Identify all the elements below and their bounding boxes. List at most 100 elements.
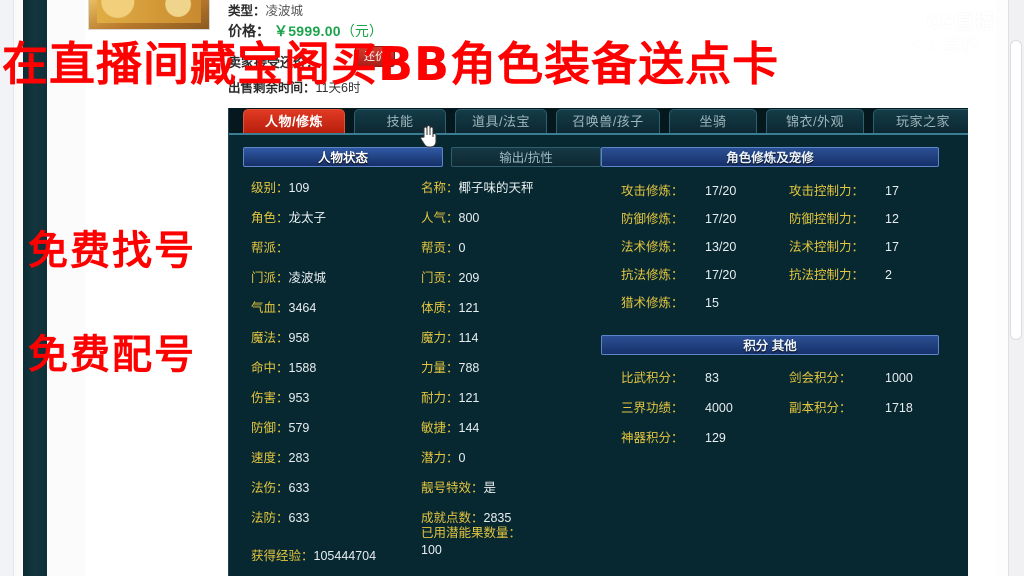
left-stat-7-value: 953: [288, 391, 310, 405]
mid-stat-6: 力量：788: [421, 357, 479, 376]
cultivation-col1-1-label: 防御修炼：: [621, 212, 684, 226]
left-stat-4: 气血：3464: [251, 297, 316, 316]
listing-time-label: 出售剩余时间：: [228, 81, 316, 95]
mid-stat-2-value: 0: [458, 241, 466, 255]
cc-watermark-text: CC直播: [913, 35, 981, 56]
game-tab-6[interactable]: 玩家之家: [873, 109, 968, 133]
listing-price-value: ￥5999.00: [273, 23, 341, 39]
cultivation-col1-2: 法术修炼： 13/20: [621, 236, 736, 255]
cultivation-col1-3-label: 抗法修炼：: [621, 268, 684, 282]
left-stat-1-label: 角色：: [251, 211, 289, 225]
mid-stat-3-label: 门贡：: [421, 271, 459, 285]
left-stat-6-label: 命中：: [251, 361, 289, 375]
left-stat-2: 帮派：: [251, 237, 289, 256]
mid-stat-2: 帮贡：0: [421, 237, 465, 256]
mid-stat-9: 潜力：0: [421, 447, 465, 466]
left-stat-0: 级别：109: [251, 177, 309, 196]
left-stat-10-label: 法伤：: [251, 481, 289, 495]
mid-stat-1-label: 人气：: [421, 211, 459, 225]
cc-watermark-secondary: CC直播: [886, 30, 980, 57]
cultivation-col1-0: 攻击修炼： 17/20: [621, 180, 736, 199]
game-tab-0[interactable]: 人物/修炼: [243, 109, 345, 133]
subtab-character-status[interactable]: 人物状态: [243, 147, 443, 167]
game-detail-window: 人物/修炼 技能 道具/法宝 召唤兽/孩子 坐骑 锦衣/外观 玩家之家 人物状态 输出/抗性…: [228, 108, 968, 576]
page-scrollbar-track[interactable]: [1008, 0, 1024, 576]
game-tab-1[interactable]: 技能: [354, 109, 446, 133]
game-tab-bar: 人物/修炼 技能 道具/法宝 召唤兽/孩子 坐骑 锦衣/外观 玩家之家: [229, 108, 968, 134]
game-tab-2[interactable]: 道具/法宝: [455, 109, 547, 133]
mid-stat-1: 人气：800: [421, 207, 479, 226]
listing-thumbnail[interactable]: [88, 0, 210, 30]
cultivation-col1-0-label: 攻击修炼：: [621, 184, 684, 198]
score-col1-1: 三界功绩： 4000: [621, 397, 733, 416]
cultivation-col2-3: 抗法控制力： 2: [789, 264, 892, 283]
mid-stat-7-label: 耐力：: [421, 391, 459, 405]
mid-stat-potential-fruit-value: 100: [421, 542, 442, 557]
score-col1-1-label: 三界功绩：: [621, 401, 684, 415]
left-stat-4-label: 气血：: [251, 301, 289, 315]
mid-stat-5: 魔力：114: [421, 327, 478, 346]
cultivation-col2-2-value: 17: [885, 240, 899, 254]
mid-stat-4-label: 体质：: [421, 301, 459, 315]
mid-stat-10-value: 是: [483, 481, 497, 495]
page-scrollbar-thumb[interactable]: [1010, 40, 1022, 340]
counter-offer-button[interactable]: 还价: [355, 46, 395, 67]
game-tab-5[interactable]: 锦衣/外观: [766, 109, 864, 133]
game-tab-3[interactable]: 召唤兽/孩子: [556, 109, 660, 133]
left-stat-7-label: 伤害：: [251, 391, 289, 405]
left-stat-experience-label: 获得经验：: [251, 549, 314, 563]
listing-time-row: 出售剩余时间：11天6时: [228, 77, 360, 96]
left-stat-8-label: 防御：: [251, 421, 289, 435]
cultivation-col2-1: 防御控制力： 12: [789, 208, 899, 227]
cultivation-col2-3-value: 2: [885, 268, 892, 282]
cultivation-col1-3: 抗法修炼： 17/20: [621, 264, 736, 283]
listing-type-value: 凌波城: [265, 4, 304, 18]
cc-logo-icon: [900, 9, 922, 32]
cc-logo-icon: [862, 31, 884, 54]
mouse-cursor-hand-icon: [420, 125, 437, 148]
left-stat-1-value: 龙太子: [288, 211, 327, 225]
left-stat-0-label: 级别：: [251, 181, 289, 195]
mid-stat-8-value: 144: [458, 421, 480, 435]
listing-price-label: 价格：: [228, 23, 270, 39]
cc-watermark-text: CC直播: [927, 12, 995, 33]
mid-stat-11-value: 2835: [483, 511, 512, 525]
page-scroll-edge: [996, 0, 1008, 576]
mid-stat-3: 门贡：209: [421, 267, 479, 286]
mid-stat-5-value: 114: [458, 331, 479, 345]
mid-stat-1-value: 800: [458, 211, 480, 225]
left-stat-1: 角色：龙太子: [251, 207, 326, 226]
cc-logo-icon: [886, 32, 908, 55]
left-stat-10: 法伤：633: [251, 477, 309, 496]
left-stat-9-label: 速度：: [251, 451, 289, 465]
score-col1-0-value: 83: [705, 371, 719, 385]
mid-stat-11-label: 成就点数：: [421, 511, 484, 525]
page-white-gutter: [47, 0, 85, 576]
cultivation-col1-4-label: 猎术修炼：: [621, 296, 684, 310]
mid-stat-0-value: 椰子味的天秤: [458, 181, 534, 195]
left-stat-11: 法防：633: [251, 507, 309, 526]
listing-type-label: 类型：: [228, 4, 266, 18]
mid-stat-8-label: 敏捷：: [421, 421, 459, 435]
game-tab-4[interactable]: 坐骑: [669, 109, 757, 133]
mid-stat-9-value: 0: [458, 451, 466, 465]
left-stat-3-value: 凌波城: [288, 271, 327, 285]
mid-stat-4-value: 121: [458, 301, 480, 315]
game-window-left-edge: [23, 0, 47, 576]
cc-watermark-primary: CC直播: [900, 7, 994, 34]
mid-stat-potential-fruit-label: 已用潜能果数量：: [421, 526, 522, 540]
left-stat-7: 伤害：953: [251, 387, 309, 406]
cultivation-col2-0-label: 攻击控制力：: [789, 184, 865, 198]
listing-price-unit: （元）: [340, 23, 383, 39]
mid-stat-8: 敏捷：144: [421, 417, 479, 436]
page-left-rail: [0, 0, 14, 576]
score-col1-1-value: 4000: [705, 401, 733, 415]
score-col1-2-label: 神器积分：: [621, 431, 684, 445]
subtab-output-resist[interactable]: 输出/抗性: [451, 147, 601, 167]
panel-header-scores: 积分 其他: [601, 335, 939, 355]
panel-header-cultivation: 角色修炼及宠修: [601, 147, 939, 167]
listing-type-row: 类型：凌波城: [228, 0, 303, 19]
cc-watermark-text: CC直播: [889, 35, 948, 54]
left-stat-6-value: 1588: [288, 361, 317, 375]
